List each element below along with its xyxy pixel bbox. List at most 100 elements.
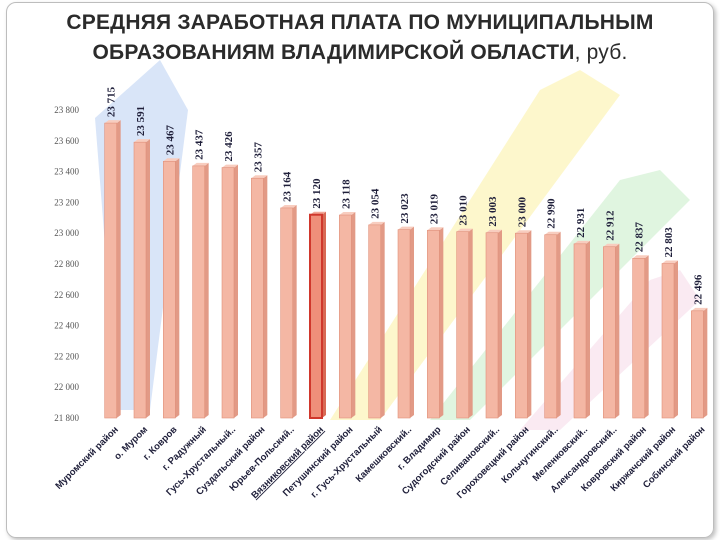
value-label: 22 803 <box>663 227 675 258</box>
bar <box>427 227 444 419</box>
value-label: 23 164 <box>282 171 294 202</box>
y-tick-label: 22 200 <box>54 351 79 361</box>
bar-top <box>632 255 649 259</box>
bar-side <box>439 227 444 418</box>
bar-face <box>368 224 381 419</box>
bar <box>368 221 385 419</box>
bar-side <box>292 204 297 418</box>
value-label: 23 591 <box>135 106 147 136</box>
chart-title-unit: , руб. <box>574 41 628 64</box>
bar-top <box>104 120 121 124</box>
value-label: 23 437 <box>194 129 206 160</box>
bar-face <box>544 234 557 419</box>
y-tick-label: 22 800 <box>54 259 79 269</box>
bar-face <box>691 310 704 419</box>
bars <box>104 120 708 419</box>
bar-side <box>527 230 532 418</box>
bar <box>485 229 502 419</box>
bar <box>251 175 268 419</box>
bar-side <box>410 226 414 418</box>
value-label: 23 467 <box>164 125 176 156</box>
y-tick-label: 23 600 <box>54 136 79 146</box>
bar <box>661 260 678 419</box>
bar-top <box>163 158 180 162</box>
bar-side <box>146 139 150 418</box>
bar <box>603 243 620 419</box>
bar-face <box>397 229 411 419</box>
value-label: 23 357 <box>252 141 264 172</box>
bar <box>192 162 209 419</box>
bar-face <box>339 214 352 419</box>
bar-top <box>603 243 620 247</box>
bar-top <box>456 228 473 232</box>
value-labels: 23 715 23 591 23 467 23 437 23 426 23 357 23 1… <box>106 86 705 304</box>
bar-face <box>456 231 469 419</box>
value-label: 22 912 <box>604 210 616 241</box>
bar-top <box>134 139 150 143</box>
bar-top <box>368 221 385 225</box>
chart-title-line2: ОБРАЗОВАНИЯМ ВЛАДИМИРСКОЙ ОБЛАСТИ, руб. <box>0 38 720 68</box>
y-tick-label: 22 600 <box>54 290 79 300</box>
value-label: 22 931 <box>575 208 587 238</box>
value-label: 23 010 <box>458 195 470 226</box>
bar <box>280 204 297 419</box>
bar <box>221 164 238 419</box>
y-tick-label: 23 000 <box>54 228 79 238</box>
bar <box>632 255 649 419</box>
value-label: 23 715 <box>106 86 118 117</box>
bar-top <box>398 226 414 230</box>
y-tick-label: 22 400 <box>54 321 79 331</box>
value-label: 23 426 <box>223 131 235 162</box>
bar-top <box>222 164 238 168</box>
bar-top <box>691 307 708 311</box>
value-label: 23 118 <box>340 179 352 209</box>
value-label: 22 837 <box>634 222 646 253</box>
slide-frame <box>6 2 714 538</box>
value-label: 22 496 <box>692 274 704 305</box>
bar <box>515 230 532 419</box>
bar <box>397 226 414 419</box>
y-tick-label: 22 000 <box>54 382 79 392</box>
chart-title-line2-text: ОБРАЗОВАНИЯМ ВЛАДИМИРСКОЙ ОБЛАСТИ <box>92 41 575 64</box>
chart-title: СРЕДНЯЯ ЗАРАБОТНАЯ ПЛАТА ПО МУНИЦИПАЛЬНЫ… <box>0 8 720 68</box>
y-tick-label: 23 800 <box>54 105 79 115</box>
bar-side <box>498 229 502 418</box>
y-tick-label: 21 800 <box>54 413 79 423</box>
bar <box>456 228 473 419</box>
bar-top <box>574 240 590 244</box>
bar-top <box>515 230 532 234</box>
category-label: Муромский район <box>53 424 121 492</box>
value-label: 23 000 <box>516 196 528 227</box>
bar-side <box>586 240 590 418</box>
value-label: 22 990 <box>546 198 558 229</box>
bar-face <box>280 207 293 419</box>
bar <box>309 211 326 419</box>
y-tick-label: 23 200 <box>54 197 79 207</box>
value-label: 23 054 <box>370 188 382 219</box>
bar-top <box>662 260 678 264</box>
bar-face <box>661 263 675 419</box>
bar-side <box>116 120 121 418</box>
bar-face <box>104 122 117 419</box>
value-label: 23 120 <box>311 178 323 209</box>
bar-face <box>221 167 235 419</box>
bar-side <box>351 212 356 418</box>
bar <box>573 240 590 419</box>
bar-side <box>468 228 473 418</box>
bar-side <box>556 231 561 418</box>
bar-side <box>380 221 385 418</box>
y-tick-label: 23 400 <box>54 167 79 177</box>
bar-top <box>544 231 561 235</box>
bar-face <box>192 165 205 419</box>
value-label: 23 023 <box>399 193 411 224</box>
chart-title-line1: СРЕДНЯЯ ЗАРАБОТНАЯ ПЛАТА ПО МУНИЦИПАЛЬНЫ… <box>66 11 654 34</box>
bar-highlighted <box>309 213 323 419</box>
bar-top <box>280 204 297 208</box>
bar-top <box>192 162 209 166</box>
bar-side <box>234 164 238 418</box>
bar-face <box>251 177 264 419</box>
bar-face <box>632 258 645 419</box>
bar-top <box>486 229 502 233</box>
bar <box>544 231 561 419</box>
